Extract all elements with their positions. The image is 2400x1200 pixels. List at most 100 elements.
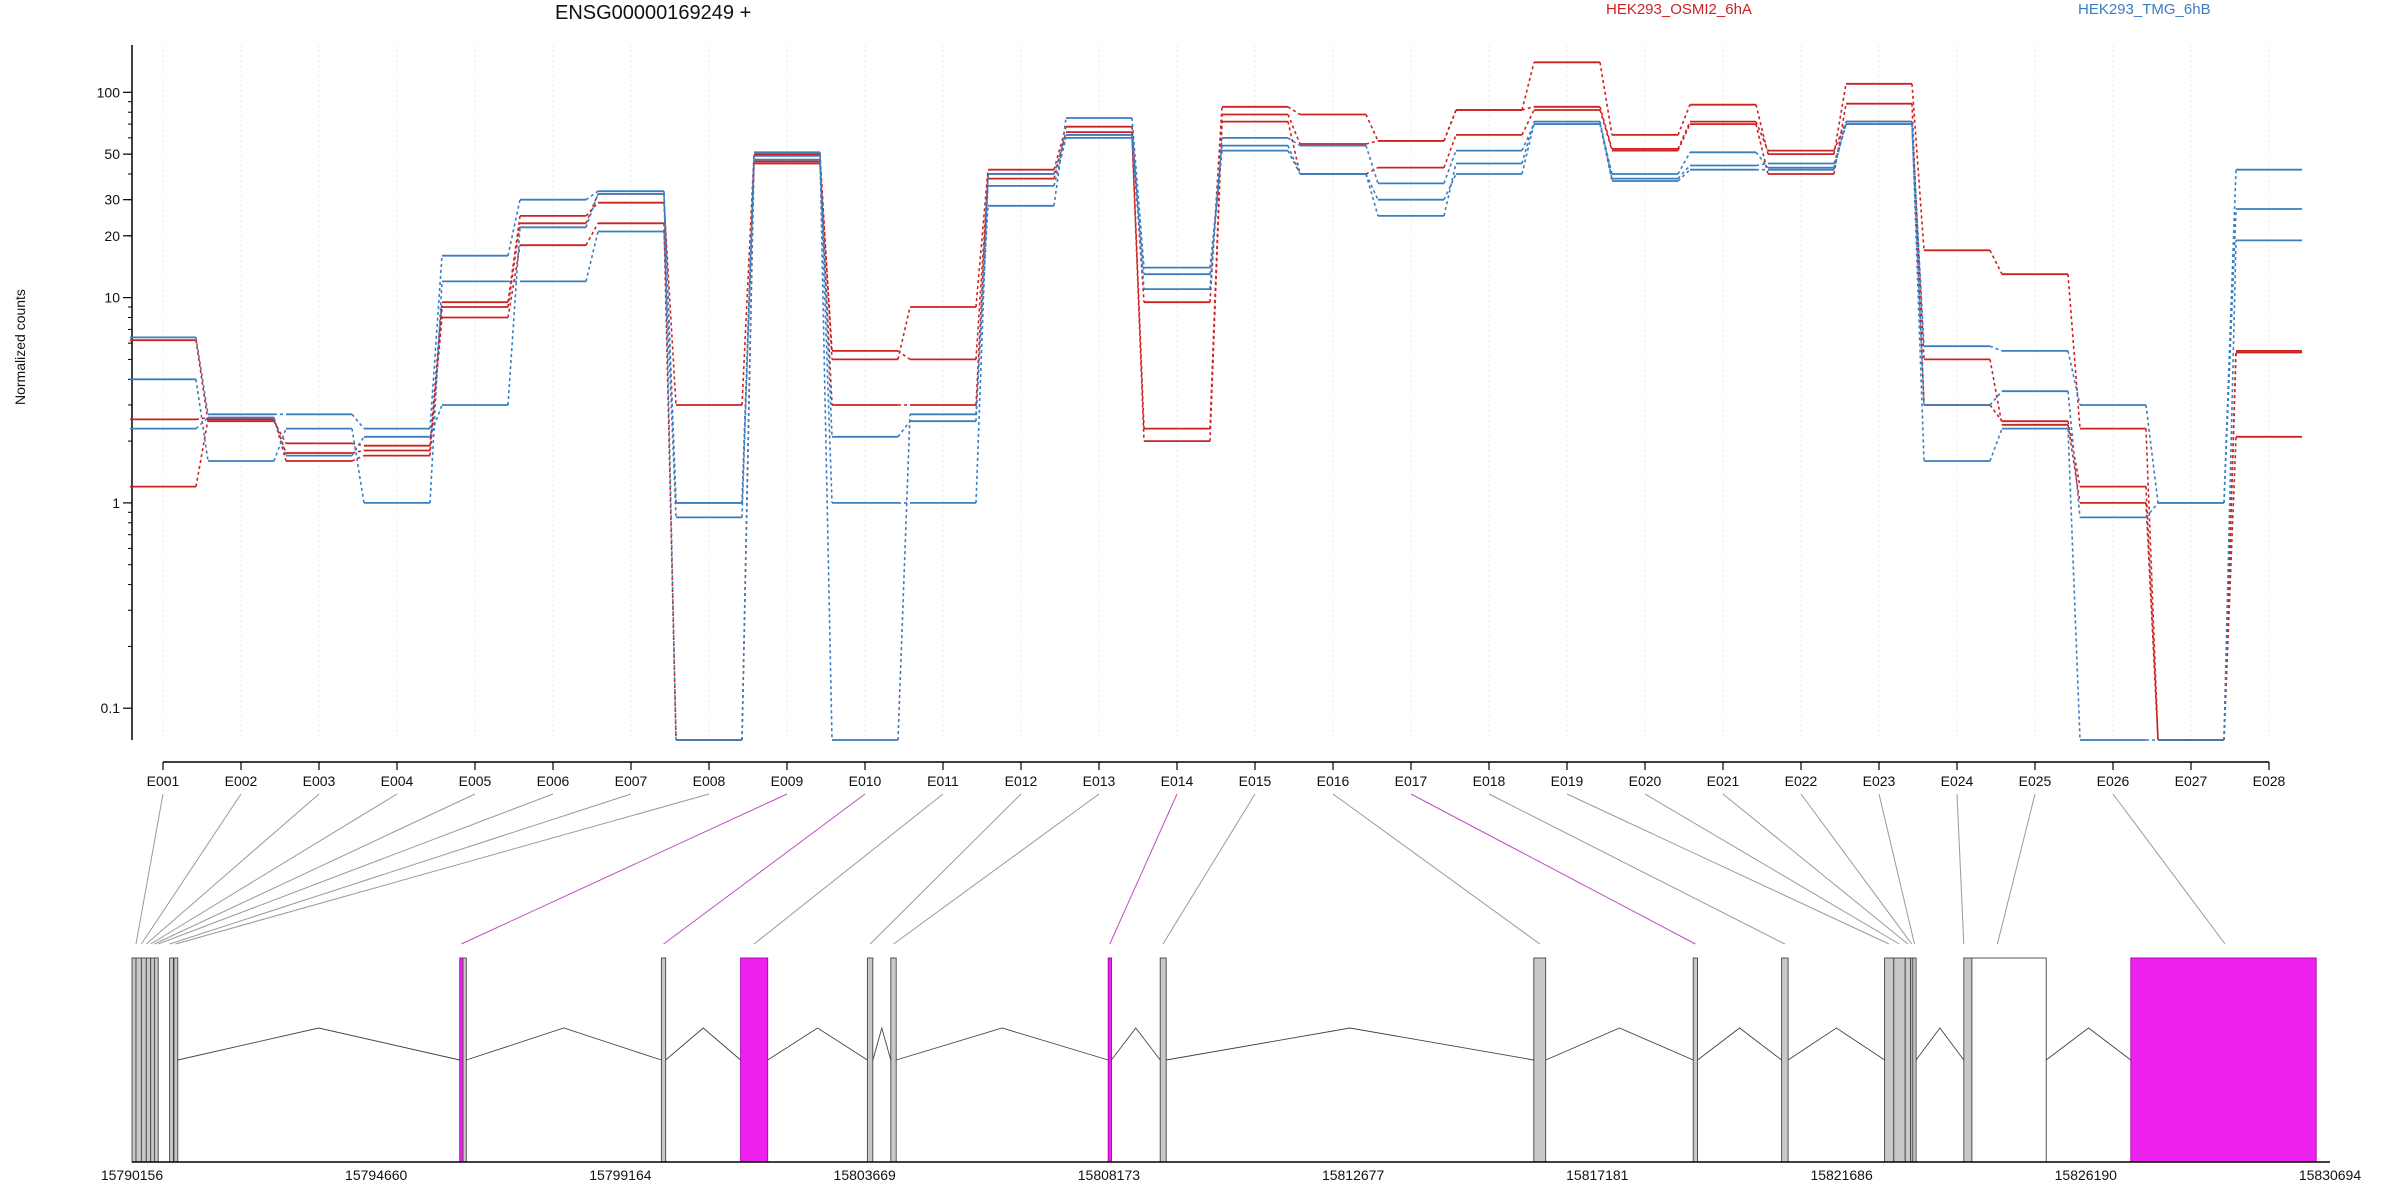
x-tick-label: E027	[2175, 773, 2208, 789]
exon	[145, 957, 152, 1163]
intron	[896, 1027, 1109, 1061]
coordinate-tick-label: 15830694	[2299, 1167, 2362, 1183]
intron	[177, 1027, 460, 1061]
exon	[1893, 957, 1906, 1163]
exon	[1692, 957, 1698, 1163]
x-tick-label: E016	[1317, 773, 1350, 789]
exon-highlighted	[740, 957, 769, 1163]
x-tick-label: E021	[1707, 773, 1740, 789]
exon	[173, 957, 179, 1163]
mapping-line	[1644, 793, 1900, 945]
mapping-line-highlighted	[1109, 793, 1178, 945]
intron	[1545, 1027, 1694, 1061]
x-tick-label: E019	[1551, 773, 1584, 789]
mapping-line	[1956, 793, 1965, 945]
exon	[1904, 957, 1912, 1163]
coordinate-tick-label: 15803669	[834, 1167, 897, 1183]
y-tick-label: 10	[104, 290, 120, 306]
y-tick-label: 1	[112, 495, 120, 511]
intron	[1915, 1027, 1965, 1061]
mapping-line	[140, 793, 242, 945]
exon	[140, 957, 147, 1163]
coordinate-tick-label: 15812677	[1322, 1167, 1385, 1183]
coordinate-tick-label: 15821686	[1810, 1167, 1873, 1183]
mapping-line	[169, 793, 632, 945]
exon	[866, 957, 874, 1163]
intron	[665, 1027, 741, 1061]
y-tick-label: 30	[104, 192, 120, 208]
exon	[1781, 957, 1789, 1163]
mapping-line	[893, 793, 1100, 945]
series-line-5	[130, 123, 2302, 519]
series-line-6	[130, 120, 2302, 741]
mapping-line	[150, 793, 398, 945]
mapping-line	[1996, 793, 2036, 945]
y-tick-label: 50	[104, 146, 120, 162]
mapping-line	[1566, 793, 1890, 945]
intron	[2045, 1027, 2132, 1061]
x-tick-label: E004	[381, 773, 414, 789]
x-tick-label: E017	[1395, 773, 1428, 789]
x-tick-label: E001	[147, 773, 180, 789]
legend-entry-osmi2: HEK293_OSMI2_6hA	[1606, 1, 1752, 18]
mapping-line	[1800, 793, 1913, 945]
legend-entry-tmg: HEK293_TMG_6hB	[2078, 1, 2211, 18]
mapping-line-highlighted	[1410, 793, 1696, 945]
x-tick-label: E005	[459, 773, 492, 789]
x-tick-label: E022	[1785, 773, 1818, 789]
intron	[1787, 1027, 1885, 1061]
exon-highlighted	[459, 957, 464, 1163]
mapping-line	[145, 793, 320, 945]
x-tick-label: E024	[1941, 773, 1974, 789]
mapping-line	[1488, 793, 1786, 945]
mapping-line	[175, 793, 710, 945]
mapping-line	[158, 793, 554, 945]
x-tick-label: E002	[225, 773, 258, 789]
intron	[466, 1027, 662, 1061]
mapping-line-highlighted	[663, 793, 866, 945]
x-tick-label: E013	[1083, 773, 1116, 789]
exon	[1971, 957, 2047, 1163]
mapping-line-highlighted	[461, 793, 788, 945]
x-tick-label: E014	[1161, 773, 1194, 789]
x-tick-label: E010	[849, 773, 882, 789]
exon	[1533, 957, 1547, 1163]
x-tick-label: E008	[693, 773, 726, 789]
x-tick-label: E011	[927, 773, 959, 789]
x-tick-label: E025	[2019, 773, 2052, 789]
exon	[660, 957, 667, 1163]
mapping-line	[1878, 793, 1915, 945]
exon	[1912, 957, 1917, 1163]
mapping-line	[753, 793, 944, 945]
x-tick-label: E026	[2097, 773, 2130, 789]
mapping-line	[1722, 793, 1909, 945]
exon	[1884, 957, 1895, 1163]
exon	[135, 957, 142, 1163]
coordinate-tick-label: 15794660	[345, 1167, 408, 1183]
x-tick-label: E020	[1629, 773, 1662, 789]
exon	[169, 957, 174, 1163]
series-connector-6	[195, 121, 2237, 741]
exon-highlighted	[2130, 957, 2317, 1163]
y-tick-label: 0.1	[101, 700, 121, 716]
x-tick-label: E015	[1239, 773, 1272, 789]
x-tick-label: E012	[1005, 773, 1038, 789]
coordinate-tick-label: 15826190	[2055, 1167, 2118, 1183]
coordinate-tick-label: 15808173	[1078, 1167, 1141, 1183]
coordinate-tick-label: 15817181	[1566, 1167, 1629, 1183]
x-tick-label: E006	[537, 773, 570, 789]
x-tick-label: E003	[303, 773, 336, 789]
mapping-line	[1162, 793, 1256, 945]
x-tick-label: E023	[1863, 773, 1896, 789]
x-tick-label: E018	[1473, 773, 1506, 789]
intron	[767, 1027, 868, 1061]
intron	[872, 1026, 892, 1061]
exon	[890, 957, 897, 1163]
intron	[1111, 1027, 1161, 1061]
exon	[131, 957, 137, 1163]
chart-title: ENSG00000169249 +	[555, 2, 752, 24]
exon	[153, 957, 159, 1163]
x-tick-label: E028	[2253, 773, 2286, 789]
